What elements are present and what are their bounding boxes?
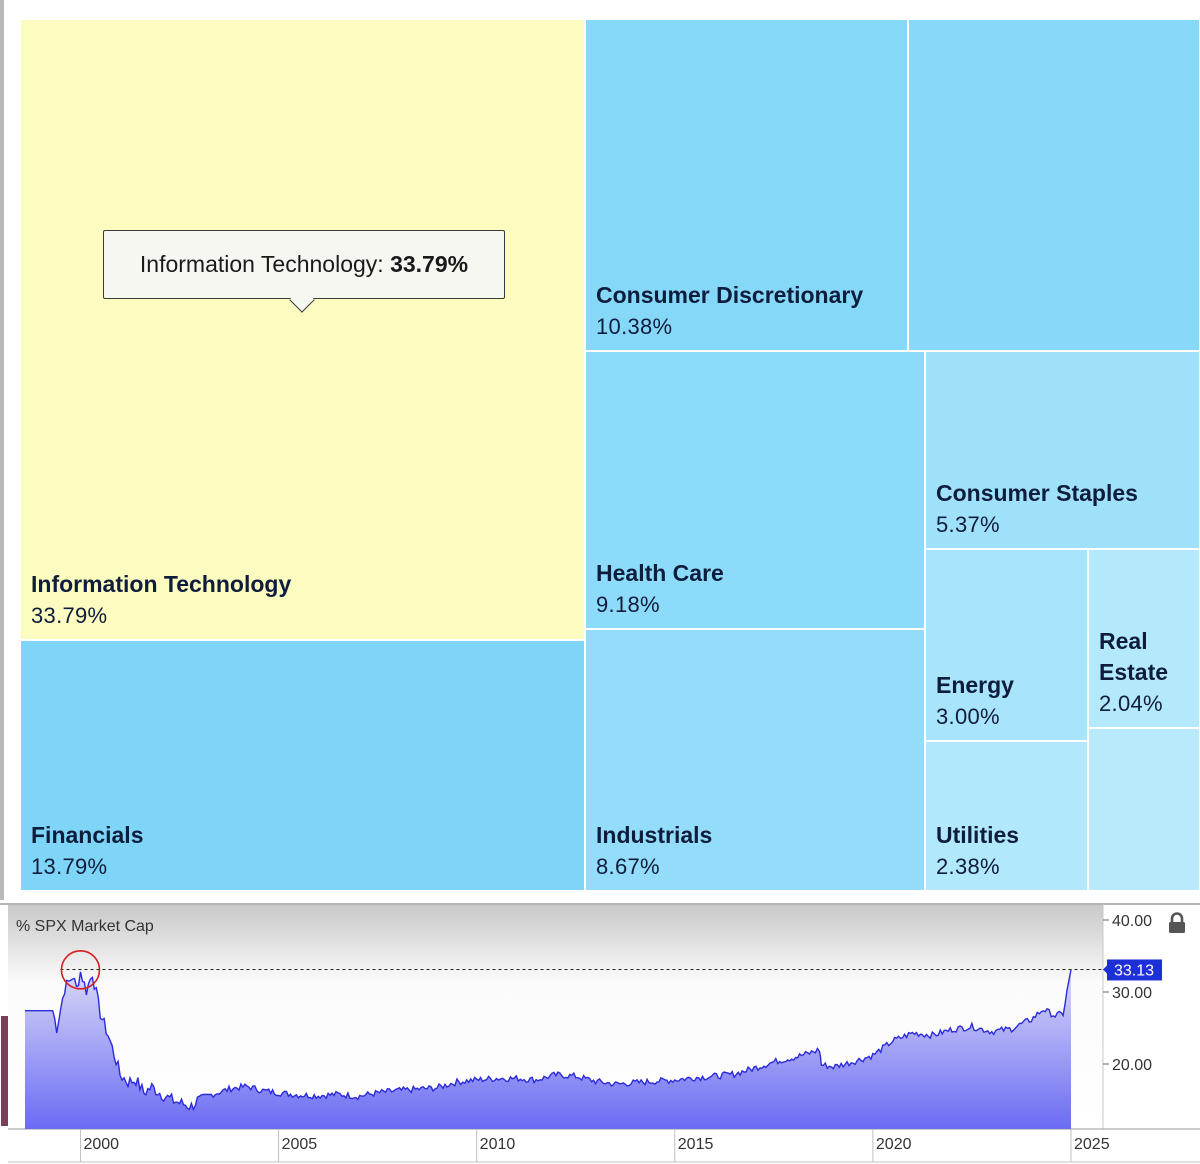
tile-name: Information Technology [31, 571, 292, 597]
y-tick-label: 40.00 [1112, 913, 1152, 930]
x-tick-label: 2010 [480, 1136, 516, 1153]
lock-icon[interactable] [1167, 912, 1191, 936]
tooltip-value: 33.79% [390, 251, 469, 277]
x-tick-label: 2015 [678, 1136, 714, 1153]
treemap-tooltip: Information Technology: 33.79% [103, 230, 505, 313]
tile-utilities[interactable]: Utilities 2.38% [925, 741, 1088, 891]
peak-highlight-circle [60, 950, 101, 990]
tile-name: Financials [31, 822, 144, 848]
chart-title: % SPX Market Cap [16, 918, 154, 935]
x-axis: 2000 2005 2010 2015 2020 2025 [79, 1129, 1110, 1162]
tile-percent: 8.67% [596, 854, 660, 879]
x-tick-label: 2000 [83, 1136, 119, 1153]
x-tick-label: 2005 [282, 1136, 318, 1153]
y-axis: 40.00 30.00 20.00 33.13 [1103, 913, 1162, 1074]
tile-percent: 5.37% [936, 512, 1000, 537]
last-value-pointer [1103, 964, 1108, 975]
tile-percent: 10.38% [596, 314, 673, 339]
tile-percent: 3.00% [936, 704, 1000, 729]
tile-energy[interactable]: Energy 3.00% [925, 549, 1088, 741]
tile-name: Utilities [936, 822, 1020, 848]
x-tick-label: 2025 [1074, 1136, 1110, 1153]
tile-percent: 13.79% [31, 854, 108, 879]
area-chart-svg: 40.00 30.00 20.00 33.13 2000 2005 2010 2015 202… [0, 900, 1200, 1164]
tile-percent: 33.79% [31, 603, 108, 628]
tile-name: Industrials [596, 822, 713, 848]
left-border [0, 0, 4, 900]
tile-health-care[interactable]: Health Care 9.18% [585, 351, 925, 629]
y-tick-label: 30.00 [1112, 985, 1152, 1002]
x-tick-label: 2020 [876, 1136, 912, 1153]
tooltip-label: Information Technology: [139, 251, 384, 277]
tile-unlabeled-top-right[interactable] [908, 19, 1200, 351]
tile-name: Real Estate [1099, 628, 1169, 685]
tile-name: Consumer Discretionary [596, 282, 864, 308]
y-tick-label: 20.00 [1112, 1057, 1152, 1074]
spx-market-cap-chart: 40.00 30.00 20.00 33.13 2000 2005 2010 2015 202… [0, 900, 1200, 1164]
tile-percent: 9.18% [596, 592, 660, 617]
tile-unlabeled-bottom-right[interactable] [1088, 728, 1200, 891]
tile-name: Consumer Staples [936, 480, 1138, 506]
tile-name: Health Care [596, 560, 724, 586]
tile-consumer-discretionary[interactable]: Consumer Discretionary 10.38% [585, 19, 908, 351]
tile-financials[interactable]: Financials 13.79% [20, 640, 585, 891]
last-value-badge [1107, 959, 1162, 981]
left-edge-strip [1, 1016, 8, 1126]
tile-industrials[interactable]: Industrials 8.67% [585, 629, 925, 891]
series-line [25, 969, 1072, 1112]
tile-information-technology[interactable]: Information Technology 33.79% [20, 19, 585, 640]
tile-real-estate[interactable]: Real Estate 2.04% [1088, 549, 1200, 728]
tile-name: Energy [936, 672, 1014, 698]
tile-consumer-staples[interactable]: Consumer Staples 5.37% [925, 351, 1200, 549]
tile-percent: 2.38% [936, 854, 1000, 879]
tile-percent: 2.04% [1099, 691, 1163, 716]
series-area [25, 969, 1071, 1129]
plot-layer [25, 950, 1103, 1129]
last-value-label: 33.13 [1114, 962, 1154, 979]
sector-treemap: Information Technology 33.79% Financials… [20, 19, 1200, 891]
